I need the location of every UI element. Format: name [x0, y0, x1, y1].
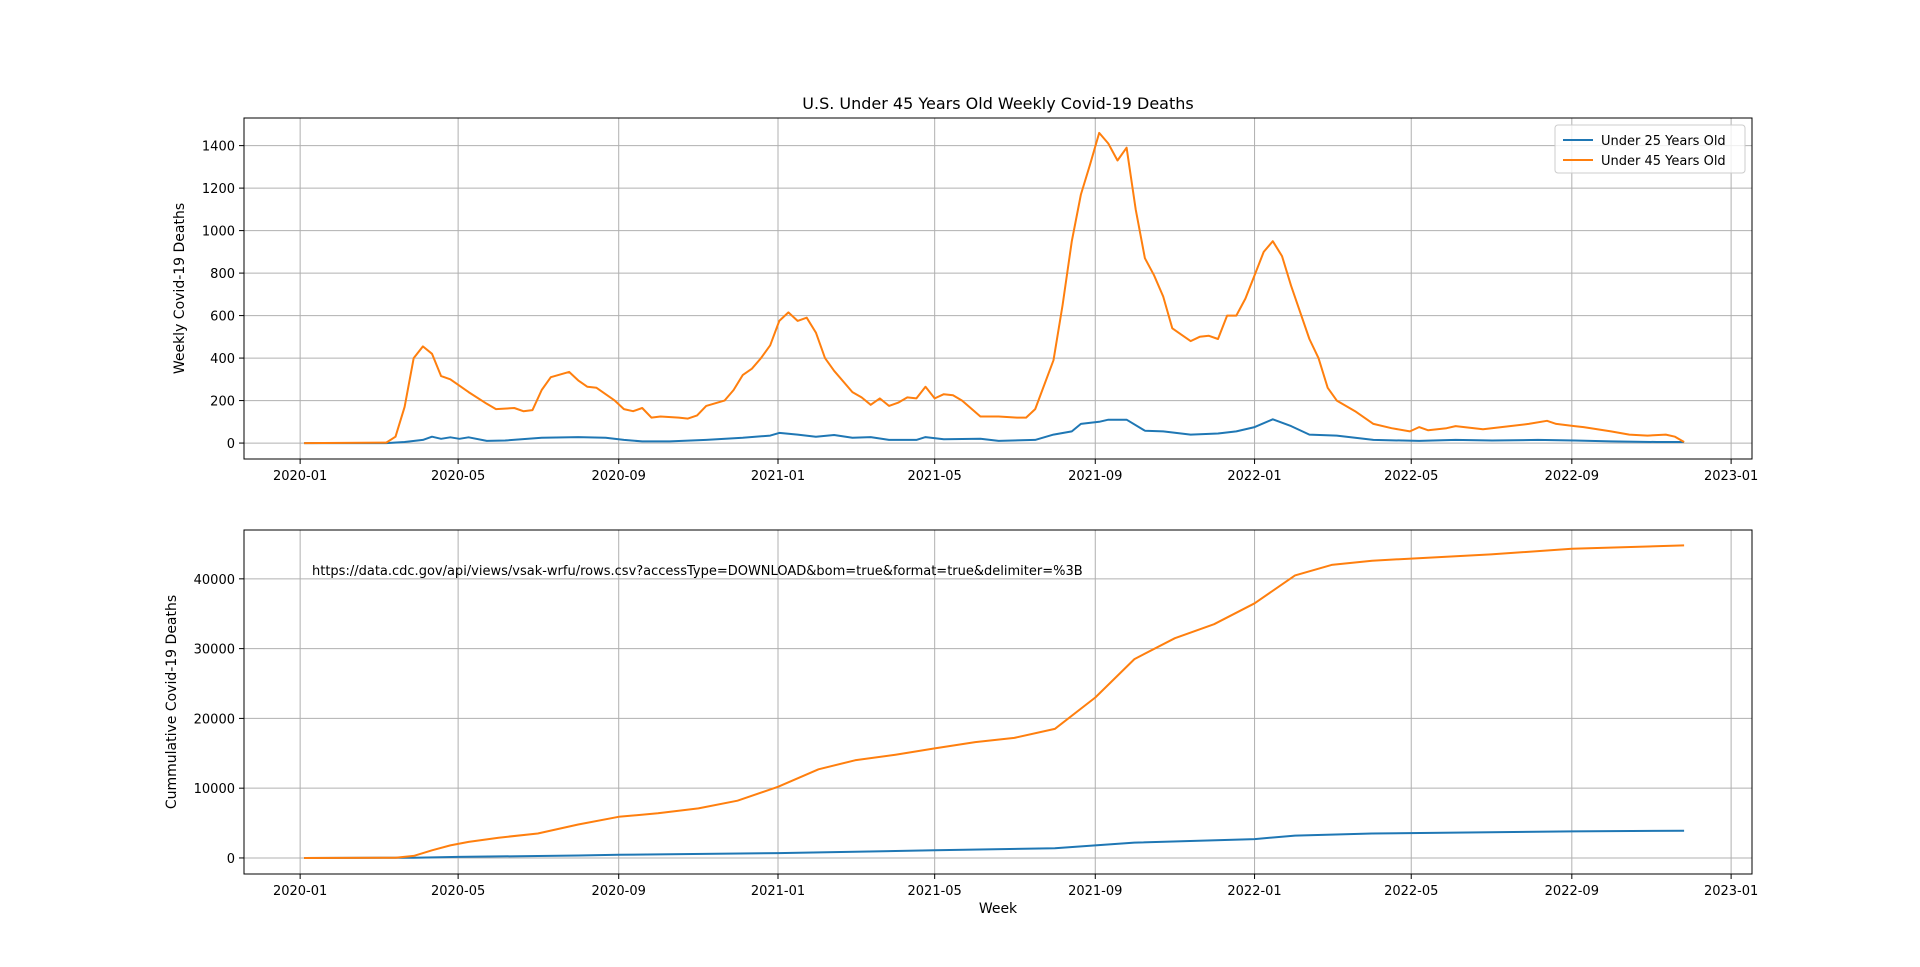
- y-tick-label: 20000: [194, 712, 235, 727]
- plot-frame: [243, 529, 1753, 875]
- series-lines: [304, 544, 1685, 859]
- series-line-under-25: [304, 829, 1685, 859]
- y-tick-label: 1000: [202, 225, 235, 240]
- x-tick-label: 2023-01: [1704, 884, 1758, 899]
- x-tick-label: 2022-01: [1227, 884, 1281, 899]
- x-tick-label: 2021-01: [751, 884, 805, 899]
- y-axis-label: Weekly Covid-19 Deaths: [172, 203, 188, 374]
- y-tick-label: 800: [210, 267, 235, 282]
- y-tick-label: 0: [227, 852, 235, 867]
- x-tick-label: 2020-01: [273, 469, 327, 484]
- x-tick-label: 2020-05: [431, 884, 485, 899]
- x-tick-label: 2022-09: [1545, 884, 1599, 899]
- y-tick-label: 1400: [202, 140, 235, 155]
- y-axis-label: Cummulative Covid-19 Deaths: [164, 595, 180, 809]
- x-tick-label: 2022-05: [1384, 469, 1438, 484]
- y-tick-label: 600: [210, 310, 235, 325]
- chart-title: U.S. Under 45 Years Old Weekly Covid-19 …: [802, 94, 1193, 113]
- weekly-deaths-chart: U.S. Under 45 Years Old Weekly Covid-19 …: [172, 94, 1758, 484]
- legend-box: [1554, 124, 1746, 174]
- y-tick-label: 400: [210, 352, 235, 367]
- x-tick-label: 2022-01: [1227, 469, 1281, 484]
- x-axis-label: Week: [979, 901, 1018, 917]
- series-line-under-45: [304, 131, 1685, 445]
- x-tick-label: 2021-01: [751, 469, 805, 484]
- x-tick-label: 2021-05: [908, 469, 962, 484]
- x-tick-label: 2021-09: [1068, 469, 1122, 484]
- y-tick-label: 30000: [194, 643, 235, 658]
- series-lines: [304, 131, 1685, 445]
- grid: [244, 118, 1752, 459]
- x-axis: 2020-01 2020-05 2020-09 2021-01 2021-05 2021-…: [273, 874, 1758, 899]
- series-line-under-25: [304, 418, 1685, 445]
- x-tick-label: 2023-01: [1704, 469, 1758, 484]
- legend-entry-under-45: Under 45 Years Old: [1601, 154, 1726, 169]
- legend-entry-under-25: Under 25 Years Old: [1601, 134, 1726, 149]
- x-tick-label: 2021-09: [1068, 884, 1122, 899]
- y-tick-label: 10000: [194, 782, 235, 797]
- x-tick-label: 2020-09: [592, 469, 646, 484]
- y-tick-label: 200: [210, 395, 235, 410]
- series-line-under-45: [304, 544, 1685, 859]
- source-url-annotation: https://data.cdc.gov/api/views/vsak-wrfu…: [312, 564, 1083, 579]
- y-tick-label: 40000: [194, 573, 235, 588]
- y-axis: 0 200 400 600 800 1000 1200 1400: [202, 140, 244, 452]
- y-tick-label: 0: [227, 437, 235, 452]
- x-tick-label: 2022-05: [1384, 884, 1438, 899]
- y-tick-label: 1200: [202, 182, 235, 197]
- x-tick-label: 2022-09: [1545, 469, 1599, 484]
- x-tick-label: 2020-09: [592, 884, 646, 899]
- legend: Under 25 Years Old Under 45 Years Old: [1554, 124, 1746, 174]
- cumulative-deaths-chart: 2020-01 2020-05 2020-09 2021-01 2021-05 2021-…: [164, 529, 1758, 917]
- grid: [244, 530, 1752, 874]
- plot-frame: [243, 117, 1753, 460]
- x-axis: 2020-01 2020-05 2020-09 2021-01 2021-05 2021-…: [273, 459, 1758, 484]
- x-tick-label: 2020-01: [273, 884, 327, 899]
- y-axis: 0 10000 20000 30000 40000: [194, 573, 244, 867]
- x-tick-label: 2020-05: [431, 469, 485, 484]
- x-tick-label: 2021-05: [908, 884, 962, 899]
